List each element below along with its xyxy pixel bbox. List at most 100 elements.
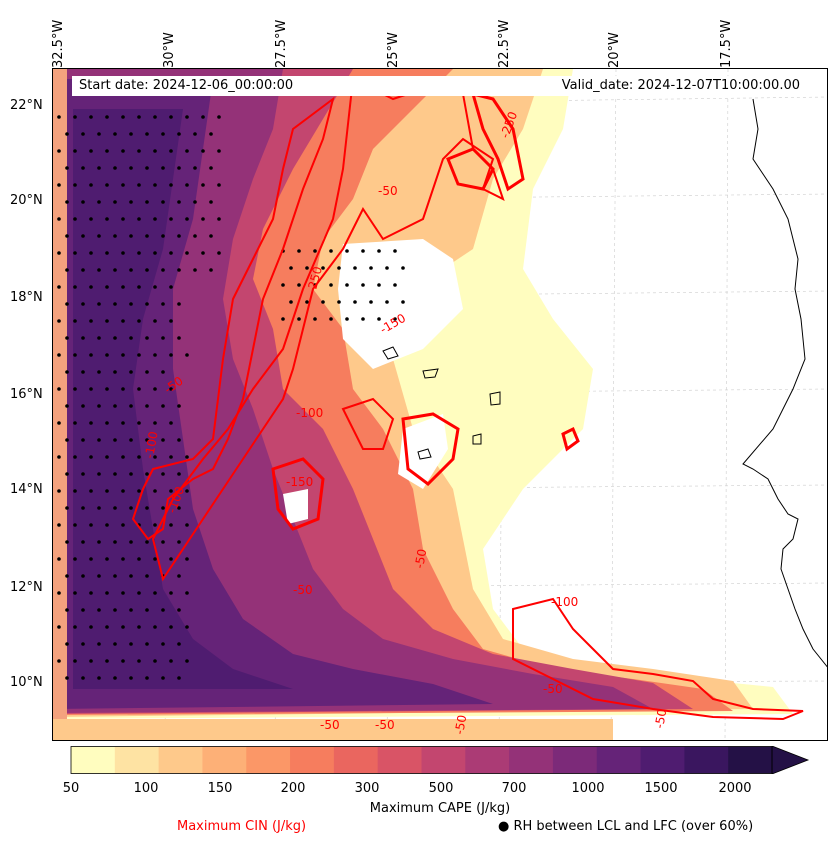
- rh-dot: [65, 676, 69, 680]
- rh-dot: [153, 319, 157, 323]
- rh-dot: [305, 266, 309, 270]
- rh-dot: [201, 251, 205, 255]
- legend-cin-label: Maximum CIN (J/kg): [177, 819, 307, 834]
- lon-label-25w: 25°W: [386, 32, 401, 68]
- rh-dot: [161, 608, 165, 612]
- rh-dot: [65, 608, 69, 612]
- rh-dot: [145, 608, 149, 612]
- rh-dot: [129, 302, 133, 306]
- rh-dot: [393, 249, 397, 253]
- rh-dot: [161, 642, 165, 646]
- cin-label: -50: [543, 682, 563, 696]
- island: [472, 433, 482, 445]
- rh-dot: [89, 285, 93, 289]
- rh-dot: [129, 268, 133, 272]
- rh-dot: [97, 370, 101, 374]
- rh-dot: [153, 387, 157, 391]
- rh-dot: [169, 489, 173, 493]
- rh-dot: [169, 387, 173, 391]
- rh-dot: [81, 438, 85, 442]
- rh-dot: [97, 166, 101, 170]
- rh-dot: [361, 249, 365, 253]
- rh-dot: [137, 183, 141, 187]
- rh-dot: [89, 625, 93, 629]
- rh-dot: [401, 300, 405, 304]
- rh-dot: [113, 370, 117, 374]
- colorbar-title: Maximum CAPE (J/kg): [369, 801, 511, 816]
- rh-dot: [89, 251, 93, 255]
- rh-dot: [177, 438, 181, 442]
- rh-dot: [89, 489, 93, 493]
- cin-label: -50: [378, 184, 398, 198]
- rh-dot: [97, 132, 101, 136]
- lat-label-14n: 14°N: [10, 482, 43, 497]
- rh-dot: [153, 115, 157, 119]
- rh-dot: [137, 217, 141, 221]
- colorbar-cell: [728, 746, 773, 774]
- rh-dot: [97, 574, 101, 578]
- rh-dot: [105, 353, 109, 357]
- lat-label-22n: 22°N: [10, 98, 43, 113]
- rh-dot: [145, 132, 149, 136]
- rh-dot: [65, 166, 69, 170]
- rh-dot: [57, 659, 61, 663]
- rh-dot: [121, 659, 125, 663]
- rh-dot: [177, 166, 181, 170]
- rh-dot: [129, 370, 133, 374]
- rh-dot: [105, 489, 109, 493]
- rh-dot: [145, 200, 149, 204]
- rh-dot: [169, 115, 173, 119]
- lon-label-17-5w: 17.5°W: [719, 19, 734, 68]
- rh-dot: [89, 659, 93, 663]
- rh-dot: [193, 234, 197, 238]
- rh-dot: [305, 300, 309, 304]
- rh-dot: [345, 249, 349, 253]
- rh-dot: [185, 625, 189, 629]
- rh-dot: [161, 370, 165, 374]
- rh-dot: [57, 557, 61, 561]
- rh-dot: [57, 183, 61, 187]
- rh-dot: [65, 234, 69, 238]
- rh-dot: [153, 217, 157, 221]
- rh-dot: [161, 166, 165, 170]
- rh-dot: [185, 251, 189, 255]
- rh-dot: [289, 266, 293, 270]
- rh-dot: [65, 302, 69, 306]
- rh-dot: [313, 249, 317, 253]
- cbar-tick-label: 150: [207, 781, 233, 796]
- colorbar-cell: [684, 746, 729, 774]
- colorbar-frame: [70, 746, 773, 774]
- rh-dot: [185, 217, 189, 221]
- cin-contour-north-arm: [470, 91, 525, 192]
- rh-dot: [81, 370, 85, 374]
- rh-dot: [161, 200, 165, 204]
- rh-dot: [321, 300, 325, 304]
- rh-dot: [161, 676, 165, 680]
- rh-dot: [145, 336, 149, 340]
- rh-dot: [161, 336, 165, 340]
- rh-dot: [73, 183, 77, 187]
- rh-dot: [73, 557, 77, 561]
- rh-dot: [97, 540, 101, 544]
- rh-dot: [121, 625, 125, 629]
- colorbar-cell: [509, 746, 554, 774]
- rh-dot: [73, 149, 77, 153]
- rh-dot: [113, 608, 117, 612]
- rh-dot: [73, 285, 77, 289]
- lon-label-20w: 20°W: [607, 32, 622, 68]
- rh-dot: [161, 132, 165, 136]
- cin-contour-west: [131, 96, 335, 541]
- rh-dot: [121, 523, 125, 527]
- legend-rh-marker: ●: [498, 819, 510, 834]
- cbar-tick-label: 100: [133, 781, 159, 796]
- island: [489, 391, 501, 406]
- rh-dot: [209, 234, 213, 238]
- rh-dot: [65, 268, 69, 272]
- rh-dot: [97, 438, 101, 442]
- rh-dot: [169, 421, 173, 425]
- rh-dot: [185, 659, 189, 663]
- rh-dot: [57, 285, 61, 289]
- rh-dot: [153, 285, 157, 289]
- cin-contour-blob-1: [341, 397, 395, 450]
- rh-dot: [57, 489, 61, 493]
